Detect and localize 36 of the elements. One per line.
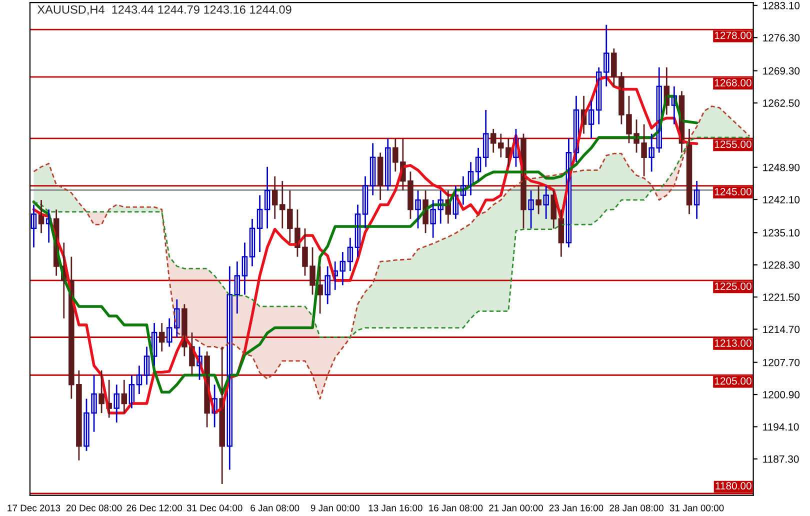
x-tick-label: 28 Jan 08:00 xyxy=(610,504,664,512)
chart-title: XAUUSD,H4 1243.44 1244.79 1243.16 1244.09 xyxy=(37,5,292,16)
ref-line-label: 1255.00 xyxy=(714,140,752,148)
y-tick-label: 1221.50 xyxy=(763,294,800,301)
x-tick-label: 26 Dec 12:00 xyxy=(126,504,182,512)
y-tick-label: 1235.10 xyxy=(763,229,800,237)
x-tick-label: 6 Jan 08:00 xyxy=(250,504,300,512)
y-tick-label: 1242.10 xyxy=(763,196,800,204)
x-tick-label: 23 Jan 16:00 xyxy=(549,504,604,512)
y-tick-label: 1248.90 xyxy=(763,164,800,172)
y-tick-label: 1207.70 xyxy=(763,358,800,366)
ref-line-label: 1213.00 xyxy=(714,339,752,347)
y-tick-label: 1214.70 xyxy=(763,326,800,334)
line-series xyxy=(33,136,750,338)
y-tick-label: 1269.30 xyxy=(763,67,800,75)
x-tick-label: 20 Dec 08:00 xyxy=(66,504,122,512)
ref-line-label: 1245.00 xyxy=(714,188,752,196)
ref-line-label: 1278.00 xyxy=(714,32,752,40)
y-tick-label: 1187.30 xyxy=(763,455,799,463)
x-tick-label: 17 Dec 2013 xyxy=(8,504,60,512)
x-tick-label: 31 Dec 04:00 xyxy=(186,504,242,512)
ref-line-label: 1268.00 xyxy=(714,79,752,86)
y-tick-label: 1283.10 xyxy=(763,2,800,10)
y-tick-label: 1276.30 xyxy=(763,34,800,42)
x-tick-label: 16 Jan 08:00 xyxy=(429,504,483,512)
y-tick-label: 1262.50 xyxy=(763,99,800,107)
y-tick-label: 1200.90 xyxy=(763,391,800,398)
y-tick-label: 1228.30 xyxy=(763,261,800,269)
ref-line-label: 1225.00 xyxy=(714,282,752,290)
x-tick-label: 9 Jan 00:00 xyxy=(310,504,360,512)
ref-line-label: 1205.00 xyxy=(714,377,752,385)
x-tick-label: 21 Jan 00:00 xyxy=(489,504,543,512)
x-tick-label: 31 Jan 00:00 xyxy=(670,504,724,512)
ref-line-label: 1180.00 xyxy=(716,482,752,490)
x-tick-label: 13 Jan 16:00 xyxy=(368,504,422,512)
y-tick-label: 1194.10 xyxy=(763,423,799,431)
